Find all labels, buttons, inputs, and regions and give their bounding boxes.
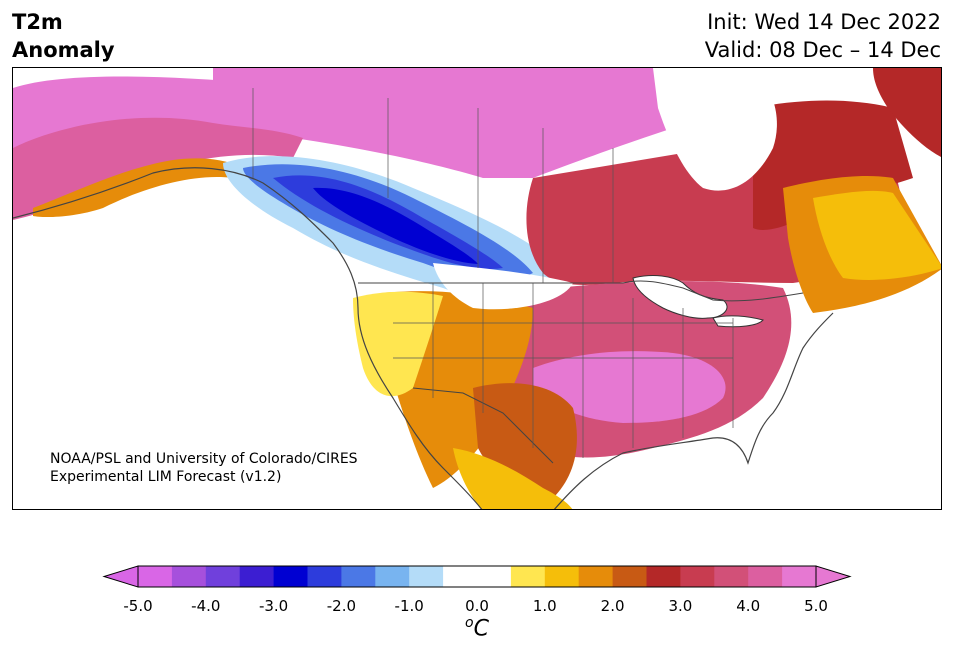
great-lakes-east: [712, 315, 764, 328]
warm-anomaly-mexico: [453, 448, 573, 509]
great-lakes: [632, 275, 728, 319]
colorbar-segment: [205, 566, 241, 587]
colorbar-min-extension: [102, 565, 139, 588]
coastline-gulf: [553, 312, 834, 509]
colorbar-segment: [443, 566, 478, 587]
province-lines: [252, 88, 614, 283]
colorbar-tick-label: -4.0: [191, 597, 221, 615]
cold-anomaly-peak: [313, 187, 478, 264]
colorbar-tick-label: -2.0: [326, 597, 357, 615]
title-line-2: Anomaly: [12, 38, 115, 62]
map-title: T2m Anomaly: [12, 8, 115, 64]
colorbar-tick-label: -1.0: [394, 597, 424, 615]
colorbar-segment: [680, 566, 715, 587]
colorbar-segment: [477, 566, 512, 587]
us-canada-border: [358, 280, 804, 302]
colorbar-segment: [578, 566, 614, 587]
colorbar-unit: oC: [465, 615, 489, 641]
colorbar-segment: [646, 566, 681, 587]
attribution-line-2: Experimental LIM Forecast (v1.2): [50, 469, 282, 485]
us-mexico-border: [412, 387, 554, 464]
colorbar-segment: [307, 566, 342, 587]
attribution-line-1: NOAA/PSL and University of Colorado/CIRE…: [50, 451, 358, 467]
colorbar-segment: [138, 566, 173, 587]
state-lines: [393, 283, 734, 458]
colorbar-segment: [612, 566, 647, 587]
colorbar-tick-label: 1.0: [532, 597, 557, 615]
colorbar-segment: [782, 566, 817, 587]
title-line-1: T2m: [12, 10, 63, 34]
colorbar-segment: [239, 566, 275, 587]
map-panel: NOAA/PSL and University of Colorado/CIRE…: [12, 67, 942, 510]
colorbar-segment: [375, 566, 410, 587]
colorbar-border: [137, 565, 817, 588]
colorbar-segment: [748, 566, 783, 587]
colorbar-segment: [714, 566, 749, 587]
colorbar-segment: [341, 566, 376, 587]
alaska-coast-orange: [33, 158, 243, 218]
degree-symbol: o: [465, 615, 474, 631]
colorbar-tick-label: 3.0: [668, 597, 693, 615]
anomaly-map: [13, 68, 941, 509]
colorbar-max-extension: [815, 565, 852, 588]
colorbar-segment: [544, 566, 580, 587]
neutral-zone-plains: [433, 263, 573, 310]
colorbar-tick-label: 4.0: [736, 597, 761, 615]
warm-band-east-yellow: [813, 190, 941, 280]
warm-anomaly-arctic: [213, 68, 673, 178]
attribution: NOAA/PSL and University of Colorado/CIRE…: [50, 450, 358, 486]
colorbar: [102, 565, 852, 588]
colorbar-tick-label: -3.0: [258, 597, 289, 615]
warm-anomaly-core-us: [533, 351, 726, 423]
valid-range: Valid: 08 Dec – 14 Dec: [704, 38, 941, 62]
init-date: Init: Wed 14 Dec 2022: [707, 10, 941, 34]
colorbar-tick-label: 2.0: [600, 597, 625, 615]
colorbar-segment: [510, 566, 546, 587]
hudson-bay: [653, 68, 777, 191]
colorbar-tick-label: -5.0: [123, 597, 153, 615]
coastline-west: [13, 167, 483, 509]
colorbar-tick-label: 5.0: [804, 597, 828, 615]
colorbar-segment: [171, 566, 207, 587]
forecast-dates: Init: Wed 14 Dec 2022 Valid: 08 Dec – 14…: [705, 8, 941, 64]
greenland-edge: [873, 68, 941, 157]
colorbar-segment: [409, 566, 444, 587]
unit-letter: C: [473, 616, 489, 642]
colorbar-segment: [273, 566, 308, 587]
colorbar-tick-label: 0.0: [465, 597, 489, 615]
